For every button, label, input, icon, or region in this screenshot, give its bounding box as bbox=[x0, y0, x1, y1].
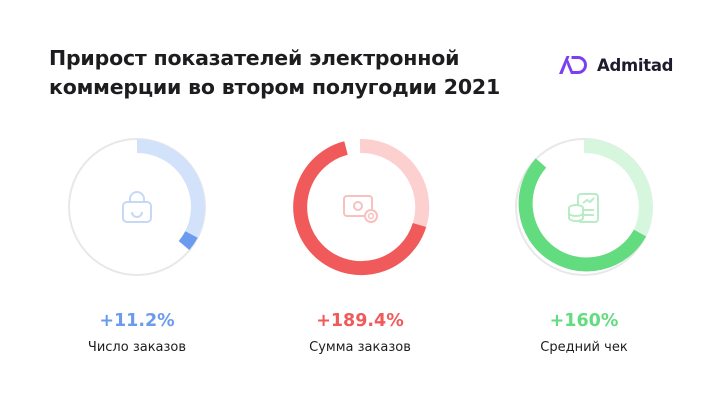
brand-name: Admitad bbox=[597, 55, 674, 75]
progress-ring bbox=[68, 138, 206, 276]
metric-orders-sum: +189.4% Сумма заказов bbox=[275, 135, 445, 365]
metric-label: Сумма заказов bbox=[309, 340, 411, 355]
metric-label: Число заказов bbox=[87, 340, 187, 355]
title-line-2: коммерции во втором полугодии 2021 bbox=[49, 75, 501, 99]
admitad-logo-mark-icon bbox=[559, 56, 587, 74]
receipt-coins-icon bbox=[568, 193, 599, 223]
metric-value: +160% bbox=[549, 311, 619, 331]
progress-ring bbox=[293, 138, 430, 276]
brand-logo: Admitad bbox=[556, 53, 673, 77]
payment-card-coins-icon bbox=[343, 195, 378, 223]
progress-ring bbox=[515, 138, 653, 276]
metric-value: +11.2% bbox=[99, 311, 175, 331]
shopping-bag-icon bbox=[122, 191, 152, 223]
metric-label: Средний чек bbox=[540, 340, 628, 355]
title-line-1: Прирост показателей электронной bbox=[49, 46, 460, 70]
metric-orders-count: +11.2% Число заказов bbox=[52, 135, 222, 365]
metric-value: +189.4% bbox=[316, 311, 404, 331]
metric-average-check: +160% Средний чек bbox=[499, 135, 669, 365]
page-title: Прирост показателей электронной коммерци… bbox=[49, 44, 519, 102]
